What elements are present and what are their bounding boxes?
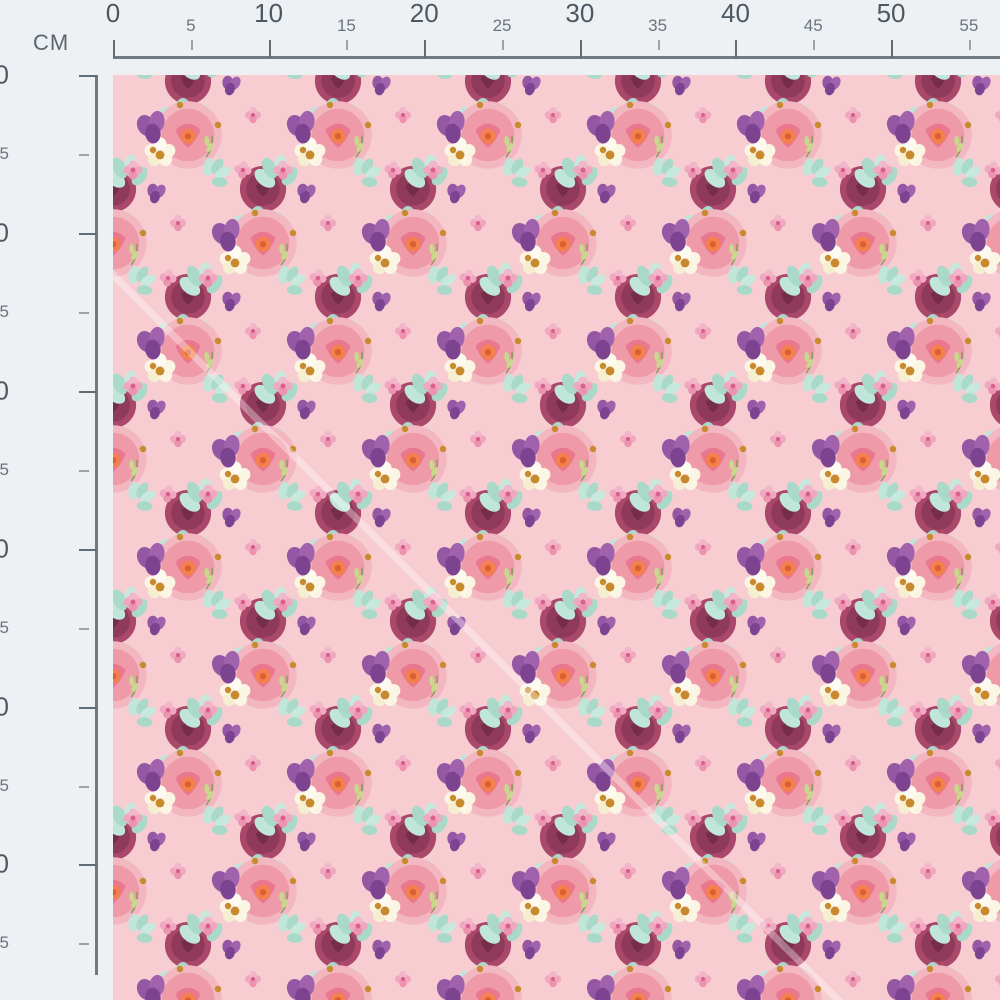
v-tick-20 [79, 391, 97, 393]
h-tick-0 [113, 40, 115, 58]
v-tick-50 [79, 864, 97, 866]
h-tick-label-45: 45 [804, 16, 823, 36]
h-tick-25 [502, 40, 504, 50]
h-tick-label-10: 10 [254, 0, 283, 29]
h-tick-label-15: 15 [337, 16, 356, 36]
h-tick-label-0: 0 [106, 0, 120, 29]
v-tick-label-10: 10 [0, 217, 9, 248]
v-tick-25 [79, 470, 89, 472]
fabric-swatch-image [113, 75, 1000, 1000]
v-tick-label-40: 40 [0, 691, 9, 722]
horizontal-axis-line [113, 56, 1000, 59]
h-tick-15 [346, 40, 348, 50]
cm-unit-label: CM [33, 30, 69, 56]
floral-pattern-svg [113, 75, 1000, 1000]
v-tick-label-0: 0 [0, 60, 9, 91]
h-tick-5 [191, 40, 193, 50]
horizontal-ruler: CM 0 5 10 15 20 25 30 35 40 45 50 55 [113, 0, 1000, 62]
h-tick-label-20: 20 [410, 0, 439, 29]
v-tick-55 [79, 943, 89, 945]
h-tick-label-55: 55 [959, 16, 978, 36]
fabric-measurement-view: CM 0 5 10 15 20 25 30 35 40 45 50 55 0 5 10 15 20 25 30 35… [0, 0, 1000, 1000]
v-tick-label-15: 15 [0, 302, 9, 322]
v-tick-label-45: 45 [0, 776, 9, 796]
h-tick-50 [891, 40, 893, 58]
v-tick-10 [79, 233, 97, 235]
h-tick-label-30: 30 [565, 0, 594, 29]
v-tick-45 [79, 786, 89, 788]
h-tick-20 [424, 40, 426, 58]
v-tick-35 [79, 628, 89, 630]
h-tick-label-5: 5 [186, 16, 195, 36]
vertical-axis-line [95, 75, 98, 975]
h-tick-10 [269, 40, 271, 58]
v-tick-label-35: 35 [0, 618, 9, 638]
h-tick-45 [813, 40, 815, 50]
h-tick-label-40: 40 [721, 0, 750, 29]
h-tick-label-35: 35 [648, 16, 667, 36]
v-tick-15 [79, 312, 89, 314]
v-tick-label-55: 55 [0, 933, 9, 953]
v-tick-40 [79, 707, 97, 709]
h-tick-label-25: 25 [493, 16, 512, 36]
h-tick-40 [735, 40, 737, 58]
h-tick-55 [969, 40, 971, 50]
v-tick-label-20: 20 [0, 375, 9, 406]
v-tick-label-30: 30 [0, 533, 9, 564]
h-tick-30 [580, 40, 582, 58]
v-tick-label-5: 5 [0, 144, 9, 164]
v-tick-label-50: 50 [0, 849, 9, 880]
h-tick-35 [658, 40, 660, 50]
v-tick-0 [79, 75, 97, 77]
v-tick-5 [79, 154, 89, 156]
h-tick-label-50: 50 [877, 0, 906, 29]
v-tick-label-25: 25 [0, 460, 9, 480]
v-tick-30 [79, 549, 97, 551]
